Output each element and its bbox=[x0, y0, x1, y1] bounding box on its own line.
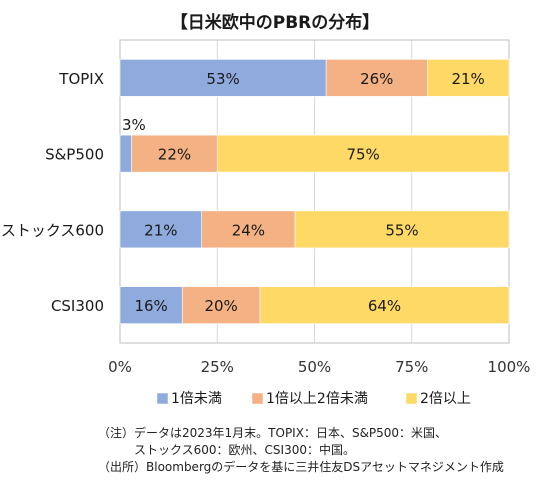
category-label: ストックス600 bbox=[1, 221, 104, 239]
data-label: 53% bbox=[206, 70, 239, 88]
x-tick-label: 25% bbox=[201, 358, 234, 376]
data-label: 26% bbox=[360, 70, 393, 88]
note-line-2: ストックス600：欧州、CSI300：中国。 bbox=[134, 443, 355, 457]
note-line-1: （注）データは2023年1月末。TOPIX：日本、S&P500：米国、 bbox=[98, 426, 448, 440]
bar-segment bbox=[119, 210, 202, 249]
bar-segment bbox=[294, 210, 510, 249]
bar-segment bbox=[216, 134, 510, 173]
category-label: TOPIX bbox=[58, 70, 104, 88]
x-tick-label: 100% bbox=[488, 358, 531, 376]
x-tick-label: 75% bbox=[395, 358, 428, 376]
bar-segment bbox=[325, 59, 428, 97]
x-tick-label: 50% bbox=[298, 358, 331, 376]
bar-segment bbox=[119, 286, 183, 324]
data-label: 24% bbox=[232, 221, 265, 239]
category-label: S&P500 bbox=[45, 146, 104, 164]
legend-label: 2倍以上 bbox=[420, 391, 471, 407]
data-label: 21% bbox=[451, 70, 484, 88]
data-label: 55% bbox=[385, 221, 418, 239]
x-tick-label: 0% bbox=[108, 358, 132, 376]
bar-segment bbox=[119, 134, 132, 173]
source-line: （出所）Bloombergのデータを基に三井住友DSアセットマネジメント作成 bbox=[98, 460, 504, 474]
data-label: 20% bbox=[204, 297, 237, 315]
data-label: 16% bbox=[134, 297, 167, 315]
category-label: CSI300 bbox=[51, 297, 104, 315]
plot-border bbox=[119, 39, 510, 344]
data-label: 21% bbox=[144, 221, 177, 239]
legend-label: 1倍以上2倍未満 bbox=[266, 391, 368, 407]
chart-title: 【日米欧中のPBRの分布】 bbox=[170, 13, 380, 33]
data-label: 3% bbox=[122, 116, 146, 134]
legend-swatch bbox=[405, 392, 418, 405]
bar-segment bbox=[119, 59, 327, 97]
data-label: 22% bbox=[158, 146, 191, 164]
bar-segment bbox=[201, 210, 296, 249]
legend-label: 1倍未満 bbox=[171, 391, 222, 407]
legend-swatch bbox=[156, 392, 169, 405]
legend-swatch bbox=[251, 392, 264, 405]
bar-segment bbox=[427, 59, 510, 97]
data-label: 64% bbox=[368, 297, 401, 315]
bar-segment bbox=[259, 286, 510, 324]
data-label: 75% bbox=[346, 146, 379, 164]
